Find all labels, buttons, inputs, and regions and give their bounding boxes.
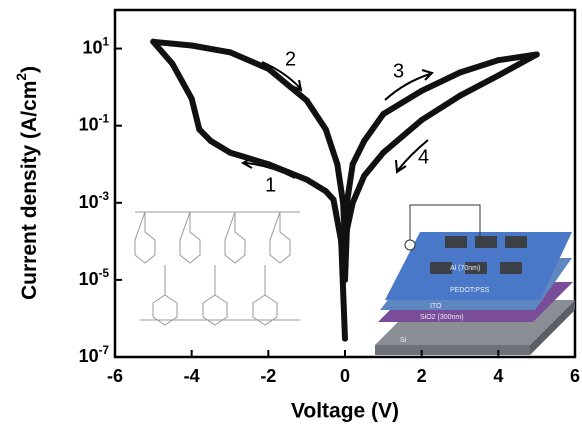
point	[344, 227, 350, 233]
inset-label: Al (70nm)	[450, 265, 480, 272]
point	[265, 66, 271, 72]
point	[227, 150, 233, 156]
x-tick-label: 2	[417, 366, 427, 386]
point	[342, 277, 348, 283]
inset-label: Si	[400, 337, 407, 344]
inset-label: PEDOT:PSS	[450, 287, 490, 294]
annotation: 2	[285, 48, 296, 70]
point	[208, 138, 214, 144]
device-inset: Al (70nm) PEDOT:PSS ITO SiO2 (300nm) Si	[375, 205, 575, 355]
point	[189, 96, 195, 102]
inset-label: SiO2 (300nm)	[420, 314, 464, 321]
x-axis-title: Voltage (V)	[291, 400, 399, 423]
y-tick-label: 10-5	[79, 266, 110, 288]
y-axis-title: Current density (A/cm2)	[14, 66, 40, 300]
point	[334, 161, 340, 167]
point	[419, 88, 425, 94]
page: Al (70nm) PEDOT:PSS ITO SiO2 (300nm) Si …	[0, 0, 582, 437]
point	[361, 138, 367, 144]
point	[350, 161, 356, 167]
point	[331, 197, 337, 203]
point	[170, 61, 176, 67]
point	[419, 117, 425, 123]
point	[457, 69, 463, 75]
point	[380, 111, 386, 117]
y-tick-label: 10-3	[79, 189, 110, 211]
point	[189, 43, 195, 49]
point	[457, 93, 463, 99]
x-tick-label: -4	[184, 366, 200, 386]
curve	[345, 55, 537, 242]
point	[265, 161, 271, 167]
point	[304, 177, 310, 183]
point	[344, 200, 350, 206]
point	[304, 97, 310, 103]
point	[380, 150, 386, 156]
x-tick-label: 0	[340, 366, 350, 386]
y-tick-label: 101	[82, 35, 109, 57]
point	[534, 52, 540, 58]
point	[361, 173, 367, 179]
x-tick-label: 6	[570, 366, 580, 386]
chart: Al (70nm) PEDOT:PSS ITO SiO2 (300nm) Si …	[0, 0, 582, 432]
annotation: 3	[393, 60, 404, 82]
point	[342, 336, 348, 342]
x-tick-label: 4	[493, 366, 503, 386]
point	[350, 200, 356, 206]
point	[227, 49, 233, 55]
point	[323, 126, 329, 132]
annotation: 4	[418, 146, 429, 168]
point	[495, 57, 501, 63]
chem-structure	[135, 212, 300, 325]
curve	[153, 42, 345, 339]
curve	[153, 42, 345, 242]
annotation: 1	[265, 174, 276, 196]
point	[196, 126, 202, 132]
y-tick-label: 10-1	[79, 112, 110, 134]
y-tick-label: 10-7	[79, 344, 109, 366]
point	[495, 73, 501, 79]
x-tick-label: -2	[260, 366, 276, 386]
point	[150, 39, 156, 45]
x-tick-label: -6	[107, 366, 123, 386]
point	[323, 188, 329, 194]
inset-label: ITO	[430, 303, 442, 310]
